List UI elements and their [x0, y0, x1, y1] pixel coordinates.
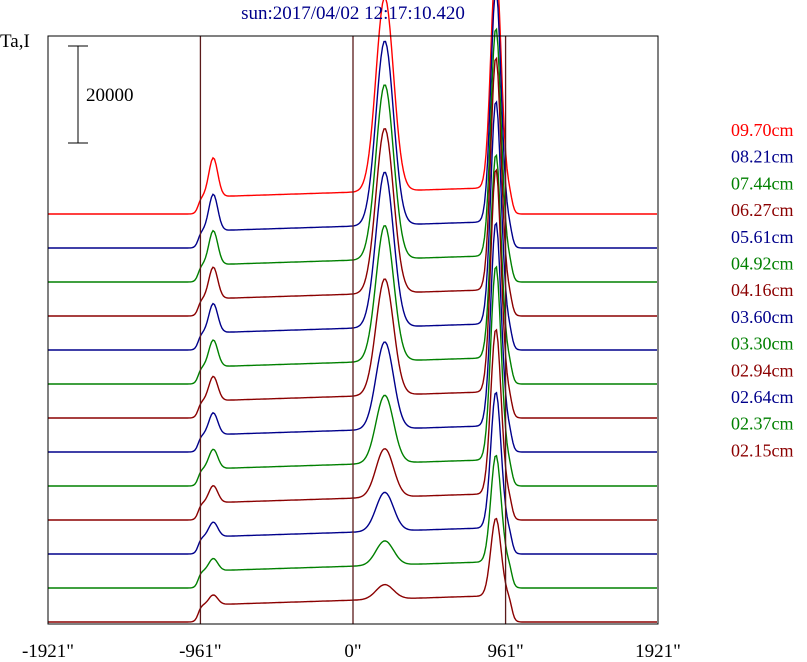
y-axis-label: Ta,I — [0, 31, 30, 52]
vertical-marker-group — [199, 36, 507, 624]
legend-entry-02.37cm: 02.37cm — [731, 414, 794, 434]
legend-entry-08.21cm: 08.21cm — [731, 147, 794, 167]
legend-entry-03.30cm: 03.30cm — [731, 334, 794, 354]
legend-entry-05.61cm: 05.61cm — [731, 227, 794, 247]
legend-entry-04.16cm: 04.16cm — [731, 280, 794, 300]
chart-title: sun:2017/04/02 12:17:10.420 — [241, 3, 465, 24]
legend-entry-06.27cm: 06.27cm — [731, 200, 794, 220]
legend-entry-02.64cm: 02.64cm — [731, 387, 794, 407]
legend-entry-07.44cm: 07.44cm — [731, 173, 794, 193]
legend-entry-02.94cm: 02.94cm — [731, 360, 794, 380]
x-tick-label-0: -1921" — [22, 641, 74, 662]
legend: 09.70cm 08.21cm 07.44cm 06.27cm 05.61cm 04.92… — [731, 120, 794, 460]
x-tick-label-2: 0" — [344, 641, 361, 662]
scale-bar: 20000 — [68, 45, 134, 144]
x-tick-label-3: 961" — [487, 641, 523, 662]
legend-entry-09.70cm: 09.70cm — [731, 120, 794, 140]
legend-entry-02.15cm: 02.15cm — [731, 440, 794, 460]
scale-bar-label: 20000 — [86, 85, 134, 106]
x-tick-label-1: -961" — [179, 641, 222, 662]
legend-entry-04.92cm: 04.92cm — [731, 254, 794, 274]
legend-entry-03.60cm: 03.60cm — [731, 307, 794, 327]
plot-frame — [47, 35, 659, 625]
x-tick-labels: -1921" -961" 0" 961" 1921" — [22, 641, 681, 662]
x-tick-label-4: 1921" — [635, 641, 681, 662]
